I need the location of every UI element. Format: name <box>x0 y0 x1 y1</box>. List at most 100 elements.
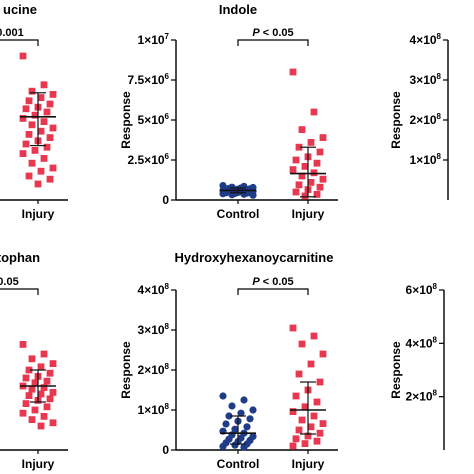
data-point <box>292 188 300 196</box>
data-point <box>310 108 318 116</box>
category-label: Control <box>217 457 260 471</box>
data-point <box>304 432 312 440</box>
panel-1: ucine Injury 0.001 <box>0 2 68 221</box>
y-tick-label: 2×108 <box>406 389 438 404</box>
data-point <box>40 413 48 420</box>
y-axis-label: Response <box>389 341 403 399</box>
data-point <box>49 124 57 132</box>
data-point <box>22 400 30 407</box>
data-point <box>319 175 327 183</box>
data-point <box>295 143 303 151</box>
data-point <box>43 403 51 411</box>
data-point <box>37 94 45 101</box>
data-point <box>31 406 39 414</box>
data-point <box>31 147 39 154</box>
data-point <box>28 355 36 363</box>
y-tick-label: 0 <box>162 443 169 457</box>
data-point <box>240 396 248 404</box>
data-point <box>289 408 297 415</box>
data-point <box>298 340 306 348</box>
data-point <box>40 118 48 125</box>
data-point <box>316 148 324 156</box>
data-point <box>43 143 51 151</box>
y-tick-label: 3×108 <box>410 72 442 87</box>
y-tick-label: 2×108 <box>138 362 170 377</box>
data-point <box>301 440 309 447</box>
data-point <box>40 350 48 358</box>
data-point <box>31 379 39 387</box>
data-point <box>240 190 248 198</box>
y-tick-label: 4×108 <box>406 335 438 350</box>
significance-label: P < 0.05 <box>252 276 293 288</box>
data-point <box>301 192 309 200</box>
data-point <box>301 403 309 411</box>
data-point <box>22 140 30 148</box>
data-point <box>295 181 303 189</box>
data-point <box>34 180 42 188</box>
data-point <box>301 163 309 170</box>
data-point <box>37 127 45 135</box>
data-point <box>313 437 321 445</box>
data-point <box>316 429 324 437</box>
data-point <box>316 183 324 191</box>
data-point <box>243 423 251 431</box>
data-point <box>307 139 315 146</box>
y-tick-label: 1×107 <box>138 32 170 47</box>
data-point <box>289 324 297 332</box>
y-tick-label: 5×106 <box>138 112 170 127</box>
data-point <box>25 97 33 105</box>
data-point <box>46 134 54 141</box>
significance-label: 0.001 <box>0 27 24 39</box>
data-point <box>25 366 33 374</box>
data-point <box>37 422 45 430</box>
data-point <box>46 175 54 183</box>
data-point <box>292 156 300 164</box>
data-point <box>240 443 248 451</box>
panel-4: L-tryptophan Injury 0.05 <box>0 250 68 471</box>
y-tick-label: 1×108 <box>138 402 170 417</box>
y-tick-label: 2×108 <box>410 112 442 127</box>
data-point <box>28 121 36 129</box>
data-point <box>292 435 300 443</box>
data-point <box>319 350 327 358</box>
data-point <box>49 91 57 98</box>
y-tick-label: 4×108 <box>410 32 442 47</box>
data-point <box>249 191 257 199</box>
data-point <box>37 363 45 371</box>
data-point <box>25 392 33 399</box>
significance-label: P < 0.05 <box>252 27 293 39</box>
panel-5: Hydroxyhexanoycarnitine 0 1×108 2×108 3×108 4… <box>119 250 338 471</box>
panel-2: Indole 0 2.5×106 5×106 7.5×106 1×107 Response C… <box>119 2 338 221</box>
data-point <box>40 81 48 89</box>
y-axis-label: Response <box>119 341 133 399</box>
data-point <box>40 384 48 391</box>
y-tick-label: 2.5×106 <box>128 152 170 167</box>
significance-bracket <box>0 288 39 295</box>
data-point <box>28 159 36 167</box>
panel-title: ucine <box>3 2 37 17</box>
data-point <box>49 419 57 427</box>
data-point <box>22 374 30 382</box>
data-point <box>228 402 236 410</box>
category-label: Injury <box>292 457 325 471</box>
y-tick-label: 0 <box>162 193 169 207</box>
significance-bracket <box>237 288 309 295</box>
data-point <box>225 412 233 420</box>
data-point <box>31 111 39 119</box>
data-point <box>298 126 306 133</box>
data-point <box>43 108 51 116</box>
data-point <box>19 115 27 122</box>
data-point <box>310 169 318 177</box>
data-point <box>25 131 33 138</box>
y-axis-label: Response <box>389 91 403 149</box>
significance-label: 0.05 <box>0 276 19 288</box>
data-point <box>37 167 45 175</box>
panel-3: 1×108 2×108 3×108 4×108 Response <box>389 32 449 200</box>
data-point <box>310 412 318 420</box>
data-point <box>319 420 327 427</box>
category-label: Injury <box>22 457 55 471</box>
data-point <box>246 415 254 423</box>
data-point <box>307 360 315 368</box>
category-label: Injury <box>22 207 55 221</box>
data-point <box>219 392 227 400</box>
